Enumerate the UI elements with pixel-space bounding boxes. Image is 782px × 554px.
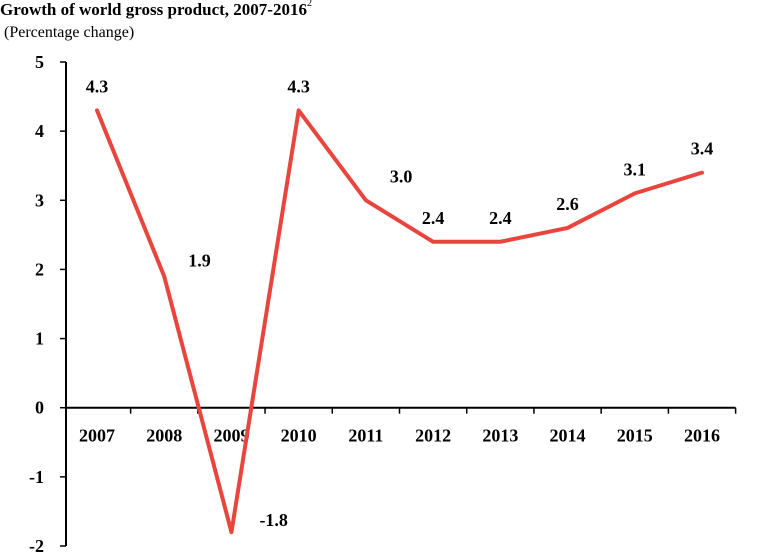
y-tick-label: 5 (35, 52, 44, 72)
x-tick-label: 2011 (348, 426, 383, 446)
data-label: 3.4 (691, 139, 714, 159)
data-label: 2.6 (556, 194, 579, 214)
x-tick-label: 2014 (550, 426, 586, 446)
y-tick-label: 0 (35, 398, 44, 418)
x-tick-label: 2008 (146, 426, 182, 446)
y-tick-label: 1 (35, 329, 44, 349)
y-tick-label: -1 (29, 467, 44, 487)
y-tick-label: 4 (35, 121, 44, 141)
x-tick-label: 2009 (213, 426, 249, 446)
y-tick-label: 3 (35, 190, 44, 210)
data-label: -1.8 (259, 510, 288, 530)
data-label: 3.0 (390, 166, 413, 186)
series (95, 108, 704, 535)
data-label: 3.1 (624, 159, 647, 179)
data-label: 2.4 (422, 208, 445, 228)
x-tick-label: 2007 (79, 426, 115, 446)
data-label: 4.3 (86, 76, 109, 96)
chart-title: Growth of world gross product, 2007-2016… (0, 0, 312, 19)
data-labels: 4.3 1.9 -1.8 4.3 3.0 2.4 2.4 2.6 3.1 3.4 (86, 76, 714, 530)
x-tick-label: 2016 (684, 426, 720, 446)
data-label: 4.3 (287, 76, 310, 96)
data-label: 2.4 (489, 208, 512, 228)
chart-subtitle: (Percentage change) (4, 24, 135, 41)
x-tick-label: 2013 (482, 426, 518, 446)
data-label: 1.9 (188, 250, 211, 270)
y-tick-label: 2 (35, 259, 44, 279)
series-line (95, 108, 704, 535)
axes: -2 -1 0 1 2 3 4 5 2007 2008 2009 2010 2011 2012 2013 20… (29, 52, 737, 554)
x-tick-label: 2010 (281, 426, 317, 446)
x-tick-label: 2012 (415, 426, 451, 446)
y-tick-label: -2 (29, 536, 44, 554)
x-tick-label: 2015 (617, 426, 653, 446)
